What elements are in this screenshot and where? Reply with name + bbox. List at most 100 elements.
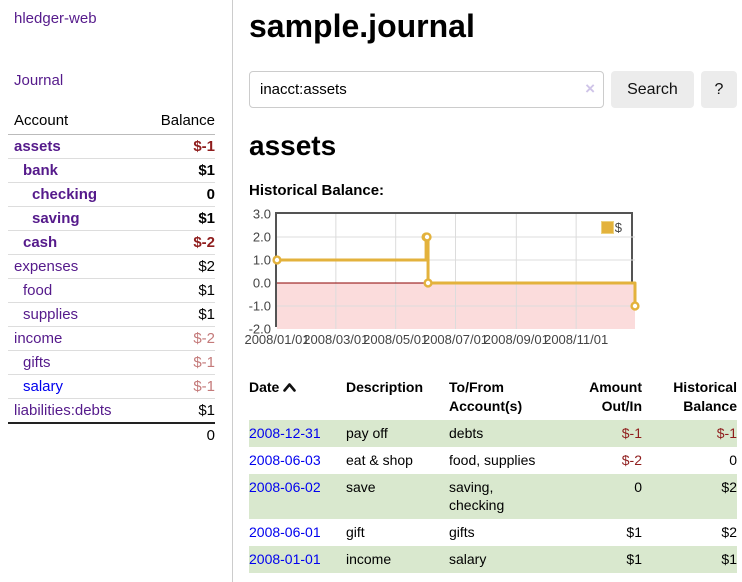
y-axis-tick-label: 3.0	[252, 206, 271, 222]
transaction-amount: $1	[626, 524, 642, 541]
date-column-header[interactable]: Date	[249, 376, 346, 420]
sidebar-account-row: salary $-1	[8, 375, 215, 399]
transaction-balance: $1	[642, 546, 737, 574]
y-axis-tick-label: -2.0	[248, 321, 271, 337]
x-axis-tick-label: 2008/11/01	[544, 332, 609, 347]
account-link-expenses[interactable]: expenses	[14, 258, 79, 275]
chart-series-line	[272, 214, 640, 329]
register-header-row: Date Description To/From Account(s) Amou…	[249, 376, 737, 420]
register-table: Date Description To/From Account(s) Amou…	[249, 376, 737, 574]
accounts-table-header: Account Balance	[8, 109, 215, 135]
transaction-accounts: food, supplies	[449, 451, 536, 468]
description-column-header: Description	[346, 379, 424, 395]
transaction-balance: 0	[729, 451, 737, 468]
account-balance: 0	[206, 186, 215, 203]
sidebar-account-row: bank $1	[8, 159, 215, 183]
account-column-header: Account	[14, 112, 69, 129]
account-link-checking[interactable]: checking	[32, 186, 98, 203]
accounts-column-header: To/From Account(s)	[449, 379, 523, 414]
transaction-balance: $2	[721, 524, 737, 541]
y-axis-tick-label: 2.0	[252, 229, 271, 245]
transaction-description: gift	[346, 524, 365, 541]
transaction-amount: 0	[549, 473, 642, 520]
account-balance: $1	[198, 402, 215, 419]
historical-balance-chart: $3.0 2.0 1.0 0.0 -1.0 -2.0 2008/01/01 2008/03/0…	[244, 207, 737, 354]
account-balance: $-1	[193, 354, 215, 371]
sidebar: hledger-web Journal Account Balance asse…	[0, 0, 233, 582]
y-axis-tick-label: -1.0	[248, 298, 271, 314]
sidebar-account-row: liabilities:debts $1	[8, 399, 215, 422]
transaction-description: income	[346, 546, 449, 574]
transaction-row: 2008-01-01 income salary $1 $1	[249, 546, 737, 574]
balance-column-header: Balance	[160, 112, 215, 129]
transaction-description: pay off	[346, 419, 449, 447]
sidebar-account-row: assets $-1	[8, 135, 215, 159]
transaction-date-link[interactable]: 2008-06-02	[249, 478, 321, 495]
account-link-saving[interactable]: saving	[32, 210, 80, 227]
clear-search-icon[interactable]: ×	[585, 79, 596, 98]
account-link-income[interactable]: income	[14, 330, 63, 347]
transaction-date-link[interactable]: 2008-06-03	[249, 451, 321, 468]
transaction-row: 2008-12-31 pay off debts $-1 $-1	[249, 419, 737, 447]
account-balance: $1	[198, 162, 215, 179]
account-link-liabilities-debts[interactable]: liabilities:debts	[14, 402, 112, 419]
transaction-amount: $-2	[621, 451, 642, 468]
x-axis-tick-label: 2008/05/01	[363, 332, 429, 347]
sidebar-item-journal[interactable]: Journal	[14, 72, 64, 89]
transaction-date-link[interactable]: 2008-06-01	[249, 524, 321, 541]
legend-swatch-icon	[600, 221, 614, 234]
account-balance: $2	[198, 258, 215, 275]
sidebar-account-row: food $1	[8, 279, 215, 303]
balance-column-header-main: Historical Balance	[673, 379, 737, 414]
chart-plot-area: $	[272, 212, 640, 329]
transaction-accounts: salary	[449, 546, 549, 574]
help-button[interactable]: ?	[700, 71, 738, 108]
accounts-table: Account Balance assets $-1 bank $1 checking 0…	[8, 109, 215, 447]
x-axis-tick-label: 2008/07/01	[422, 332, 489, 347]
x-axis-tick-label: 2008/03/01	[303, 332, 369, 347]
chart-title: Historical Balance:	[249, 182, 385, 199]
sidebar-account-row: saving $1	[8, 207, 215, 231]
y-axis-tick-label: 0.0	[252, 275, 271, 291]
sidebar-account-row: income $-2	[8, 327, 215, 351]
sidebar-account-row: cash $-2	[8, 231, 215, 255]
account-link-salary[interactable]: salary	[23, 378, 64, 395]
search-input-wrapper: ×	[249, 71, 605, 108]
transaction-row: 2008-06-03 eat & shop food, supplies $-2 0	[249, 447, 737, 474]
account-link-bank[interactable]: bank	[23, 162, 59, 179]
account-balance: $1	[198, 306, 215, 323]
transaction-amount: $-1	[549, 419, 642, 447]
page-title: sample.journal	[249, 8, 475, 44]
account-balance: $-2	[193, 330, 215, 347]
account-link-food[interactable]: food	[23, 282, 53, 299]
transaction-accounts: gifts	[449, 524, 475, 541]
sidebar-account-row: supplies $1	[8, 303, 215, 327]
search-button[interactable]: Search	[611, 71, 694, 108]
transaction-accounts: saving, checking	[449, 473, 549, 520]
account-link-cash[interactable]: cash	[23, 234, 58, 251]
amount-column-header: Amount Out/In	[589, 379, 642, 414]
transaction-row: 2008-06-01 gift gifts $1 $2	[249, 519, 737, 546]
account-balance: $-1	[193, 138, 215, 155]
account-link-assets[interactable]: assets	[14, 138, 61, 155]
sidebar-account-row: expenses $2	[8, 255, 215, 279]
transaction-accounts: debts	[449, 419, 549, 447]
sort-ascending-icon	[283, 378, 297, 397]
search-input[interactable]	[249, 71, 605, 108]
app-title-link[interactable]: hledger-web	[14, 10, 97, 27]
transaction-date-link[interactable]: 2008-12-31	[249, 424, 321, 441]
transaction-date-link[interactable]: 2008-01-01	[249, 551, 321, 568]
accounts-total-value: 0	[206, 427, 215, 444]
y-axis-tick-label: 1.0	[252, 252, 271, 268]
account-link-supplies[interactable]: supplies	[23, 306, 79, 323]
sidebar-account-row: gifts $-1	[8, 351, 215, 375]
account-link-gifts[interactable]: gifts	[23, 354, 51, 371]
account-balance: $1	[198, 210, 215, 227]
legend-label: $	[614, 220, 622, 235]
sidebar-account-row: checking 0	[8, 183, 215, 207]
chart-legend: $	[600, 220, 622, 235]
search-form: × Search ?	[249, 71, 738, 108]
account-balance: $-2	[193, 234, 215, 251]
x-axis-tick-label: 2008/09/01	[483, 332, 549, 347]
